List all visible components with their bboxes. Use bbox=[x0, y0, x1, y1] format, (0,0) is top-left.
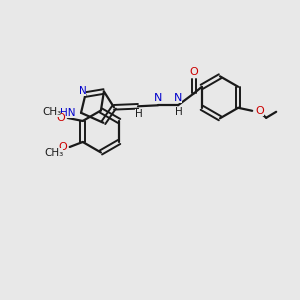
Text: N: N bbox=[174, 93, 182, 103]
Text: O: O bbox=[56, 113, 65, 123]
Text: CH₃: CH₃ bbox=[42, 107, 62, 117]
Text: HN: HN bbox=[59, 108, 75, 118]
Text: N: N bbox=[79, 85, 86, 96]
Text: CH₃: CH₃ bbox=[44, 148, 63, 158]
Text: O: O bbox=[190, 67, 198, 77]
Text: H: H bbox=[175, 107, 183, 117]
Text: O: O bbox=[58, 142, 67, 152]
Text: O: O bbox=[255, 106, 264, 116]
Text: H: H bbox=[135, 109, 143, 119]
Text: N: N bbox=[154, 93, 162, 103]
